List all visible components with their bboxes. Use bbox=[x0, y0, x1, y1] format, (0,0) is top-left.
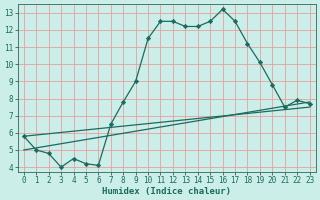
X-axis label: Humidex (Indice chaleur): Humidex (Indice chaleur) bbox=[102, 187, 231, 196]
